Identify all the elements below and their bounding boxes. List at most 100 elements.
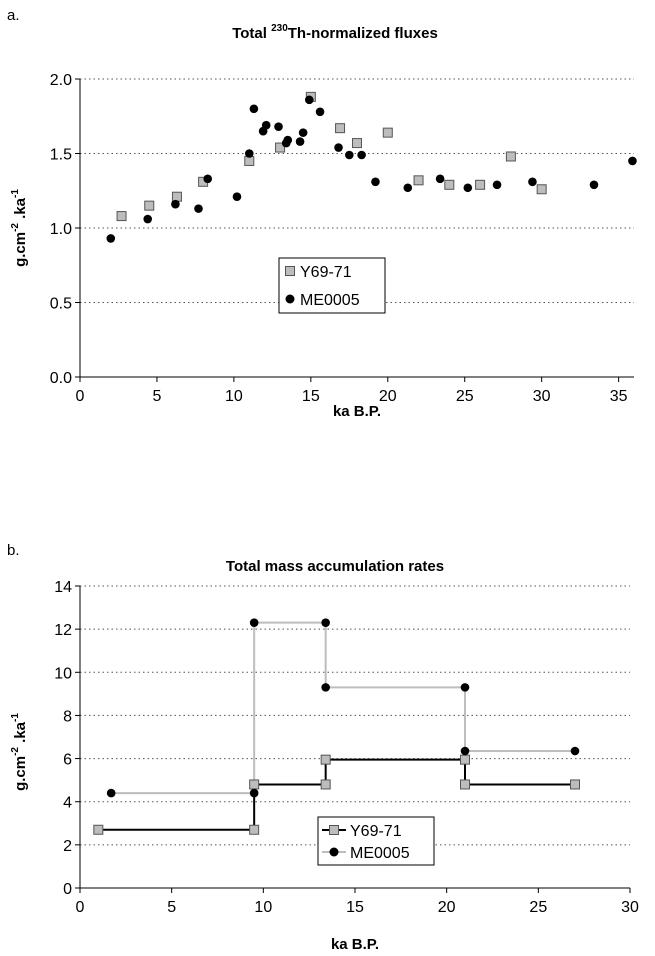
chart-a-x-axis-label: ka B.P. xyxy=(333,403,381,420)
chart-a-point-me0005-9 xyxy=(261,120,271,130)
chart-a-point-me0005-6 xyxy=(244,149,254,158)
chart-a-panel-tag: a. xyxy=(7,7,20,24)
chart-a-point-y69-71-4 xyxy=(244,155,255,166)
chart-b-marks xyxy=(93,618,580,835)
chart-b-line-me0005 xyxy=(111,621,575,795)
chart-b-point-y69-71-1 xyxy=(249,824,260,835)
chart-b-legend: Y69-71 ME0005 xyxy=(317,816,435,866)
chart-b-y-tick-label-5: 10 xyxy=(54,665,72,682)
chart-a-y-axis-label: g.cm-2 .ka-1 xyxy=(10,189,29,267)
chart-b-legend-label-me0005: ME0005 xyxy=(350,845,410,862)
chart-a-y-tick-label-3: 1.5 xyxy=(50,147,72,164)
chart-a-point-me0005-26 xyxy=(589,180,599,190)
chart-a-title: Total 230Th-normalized fluxes xyxy=(232,23,438,42)
chart-a-point-me0005-22 xyxy=(435,174,445,184)
chart-a-point-y69-71-5 xyxy=(275,142,286,153)
chart-b-tick-labels: 0 2 4 6 8 10 12 14 0 5 10 15 20 25 30 xyxy=(54,579,639,916)
chart-a-legend-label-me0005: ME0005 xyxy=(300,292,360,309)
chart-a-point-y69-71-10 xyxy=(413,175,424,186)
chart-a-point-me0005-16 xyxy=(315,107,325,117)
chart-b-legend-marker-me0005 xyxy=(329,847,339,857)
chart-a-x-tick-label-2: 10 xyxy=(225,388,243,405)
chart-b-point-me0005-6 xyxy=(460,746,470,756)
chart-b: b. Total mass accumulation rates 0 2 4 6 8 10… xyxy=(7,542,639,953)
chart-a-point-me0005-17 xyxy=(334,143,343,152)
chart-b-point-me0005-1 xyxy=(249,788,259,798)
chart-a-legend-label-y69-71: Y69-71 xyxy=(300,264,352,281)
chart-a-y-tick-label-0: 0.0 xyxy=(50,370,72,387)
chart-a-x-tick-label-3: 15 xyxy=(302,388,320,405)
chart-a-point-me0005-7 xyxy=(249,104,259,114)
chart-a-point-y69-71-14 xyxy=(536,184,547,195)
chart-b-gridlines xyxy=(80,585,630,846)
chart-b-point-me0005-7 xyxy=(570,746,580,756)
chart-b-y-tick-label-4: 8 xyxy=(63,708,72,725)
chart-b-series-lines xyxy=(98,621,575,831)
chart-b-point-y69-71-4 xyxy=(320,754,331,765)
chart-b-y-tick-label-1: 2 xyxy=(63,838,72,855)
chart-b-title: Total mass accumulation rates xyxy=(226,558,444,575)
chart-b-x-tick-label-2: 10 xyxy=(254,899,272,916)
chart-a-point-me0005-21 xyxy=(403,183,413,193)
chart-a-y-tick-label-2: 1.0 xyxy=(50,221,72,238)
chart-b-y-tick-label-2: 4 xyxy=(63,795,72,812)
chart-b-point-me0005-0 xyxy=(106,788,116,798)
chart-b-y-tick-label-7: 14 xyxy=(54,579,72,596)
chart-a-point-y69-71-11 xyxy=(444,179,455,190)
chart-a-point-me0005-1 xyxy=(143,214,153,224)
chart-a-point-me0005-25 xyxy=(528,177,537,187)
chart-a-point-me0005-24 xyxy=(492,180,502,190)
chart-b-x-tick-label-1: 5 xyxy=(167,899,176,916)
chart-a-point-y69-71-9 xyxy=(382,127,393,138)
chart-a-legend-marker-me0005 xyxy=(285,294,295,304)
chart-b-x-axis-label: ka B.P. xyxy=(331,936,379,953)
chart-a-point-me0005-3 xyxy=(194,204,203,213)
chart-a-y-tick-label-4: 2.0 xyxy=(50,72,72,89)
chart-b-legend-label-y69-71: Y69-71 xyxy=(350,823,402,840)
chart-a-point-me0005-14 xyxy=(298,128,308,137)
chart-a-x-tick-label-1: 5 xyxy=(152,388,161,405)
chart-a-point-y69-71-8 xyxy=(352,138,362,149)
chart-a-point-me0005-12 xyxy=(283,135,293,145)
chart-a-point-me0005-10 xyxy=(274,122,283,131)
chart-a-y-tick-label-1: 0.5 xyxy=(50,296,72,313)
chart-a-point-y69-71-2 xyxy=(171,191,182,202)
chart-a: a. Total 230Th-normalized fluxes 0.0 0.5 1… xyxy=(7,7,637,420)
chart-a-point-me0005-0 xyxy=(106,234,116,243)
chart-a-legend: Y69-71 ME0005 xyxy=(278,257,386,314)
chart-a-point-me0005-23 xyxy=(463,183,473,193)
chart-a-x-tick-label-6: 30 xyxy=(533,388,551,405)
chart-b-x-tick-label-6: 30 xyxy=(621,899,639,916)
chart-b-point-me0005-5 xyxy=(460,683,470,692)
chart-b-point-y69-71-2 xyxy=(249,779,260,790)
chart-b-legend-marker-y69-71 xyxy=(329,825,339,835)
chart-b-y-tick-label-0: 0 xyxy=(63,881,72,898)
chart-a-axes xyxy=(75,78,634,382)
chart-b-x-tick-label-5: 25 xyxy=(529,899,547,916)
chart-a-point-me0005-20 xyxy=(371,177,380,187)
chart-a-point-y69-71-0 xyxy=(116,211,127,222)
chart-b-point-me0005-3 xyxy=(321,618,330,627)
chart-a-point-y69-71-13 xyxy=(505,151,516,162)
chart-a-point-me0005-15 xyxy=(304,95,314,105)
chart-a-marks xyxy=(106,91,637,243)
chart-b-point-y69-71-3 xyxy=(320,779,331,790)
chart-b-axes xyxy=(75,585,631,893)
chart-b-y-axis-label: g.cm-2 .ka-1 xyxy=(10,713,29,791)
chart-b-point-y69-71-5 xyxy=(460,754,470,765)
chart-a-x-tick-label-7: 35 xyxy=(610,388,628,405)
chart-b-x-tick-label-0: 0 xyxy=(76,899,85,916)
chart-a-point-me0005-13 xyxy=(295,137,305,146)
chart-b-y-tick-label-6: 12 xyxy=(54,622,72,639)
chart-a-point-me0005-18 xyxy=(345,150,354,160)
chart-b-point-y69-71-6 xyxy=(460,779,470,790)
chart-b-x-tick-label-3: 15 xyxy=(346,899,364,916)
chart-a-point-me0005-19 xyxy=(357,150,366,160)
chart-b-point-y69-71-0 xyxy=(93,824,104,835)
chart-b-point-y69-71-7 xyxy=(570,779,580,790)
chart-a-legend-marker-y69-71 xyxy=(285,266,295,276)
chart-a-legend-box xyxy=(278,257,386,314)
chart-a-point-me0005-27 xyxy=(628,156,637,166)
chart-a-x-tick-label-5: 25 xyxy=(456,388,474,405)
